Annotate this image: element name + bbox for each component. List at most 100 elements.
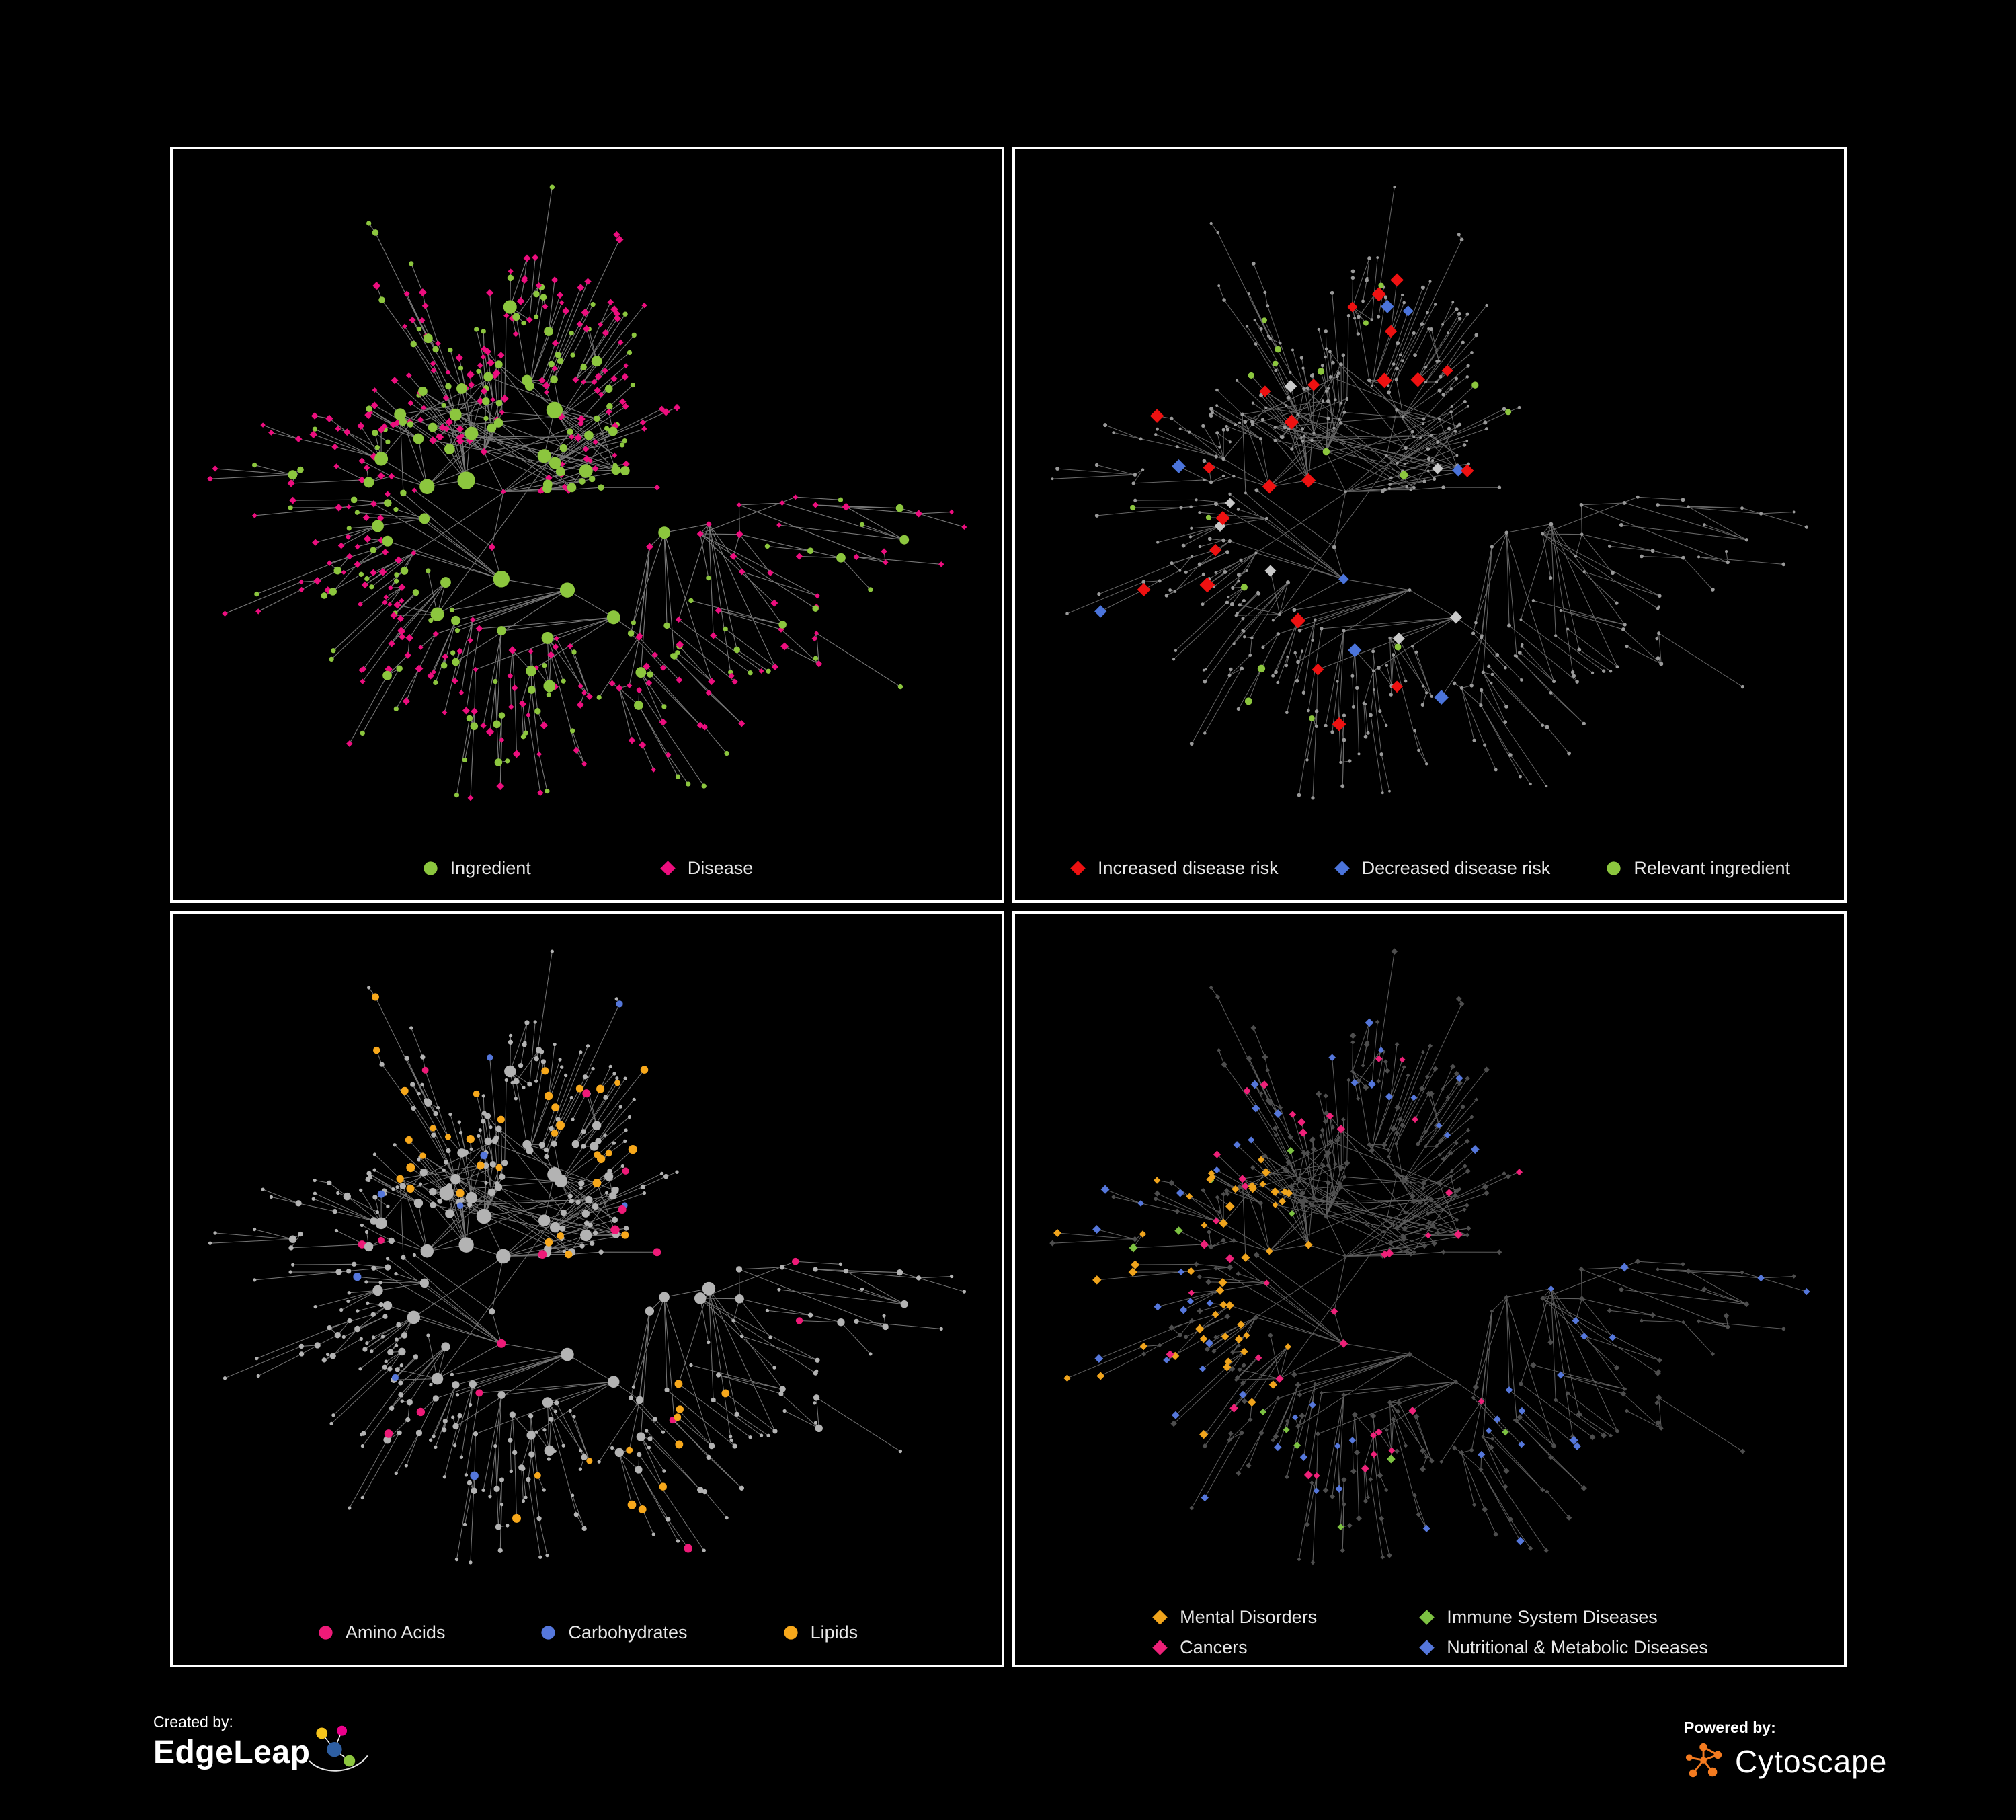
network-node xyxy=(1342,738,1346,742)
network-node xyxy=(1416,1512,1422,1517)
network-node xyxy=(378,296,385,303)
network-node xyxy=(1316,1091,1322,1097)
network-node xyxy=(555,467,565,477)
network-node xyxy=(581,308,590,317)
network-node xyxy=(1388,483,1392,486)
network-node xyxy=(1299,1128,1307,1138)
network-node xyxy=(639,419,646,426)
network-node xyxy=(440,662,448,669)
network-node xyxy=(1396,1400,1402,1407)
network-node xyxy=(473,1431,479,1437)
network-node xyxy=(1287,1146,1295,1155)
network-node xyxy=(1229,1403,1239,1413)
network-node xyxy=(1465,312,1469,316)
network-node xyxy=(1405,485,1409,489)
network-node xyxy=(1338,573,1349,585)
network-node xyxy=(291,1263,295,1267)
network-node xyxy=(508,646,517,654)
network-node xyxy=(415,664,424,673)
network-node xyxy=(505,758,510,764)
network-node xyxy=(375,1210,380,1214)
network-node xyxy=(1291,1414,1299,1421)
network-node xyxy=(1174,590,1177,593)
network-node xyxy=(1361,1063,1365,1068)
network-node xyxy=(1332,1162,1338,1167)
network-node xyxy=(1394,1104,1401,1111)
network-node xyxy=(580,364,587,370)
network-node xyxy=(1221,457,1225,461)
network-node xyxy=(1225,600,1229,605)
network-node xyxy=(1201,1493,1209,1502)
network-node xyxy=(430,1201,436,1208)
network-node xyxy=(1130,504,1136,511)
network-node xyxy=(1412,486,1416,489)
network-node xyxy=(1483,1066,1490,1073)
network-node xyxy=(622,311,628,317)
network-node xyxy=(1490,545,1494,549)
network-node xyxy=(1314,709,1319,713)
network-node xyxy=(577,415,586,424)
network-node xyxy=(401,1332,408,1339)
network-node xyxy=(1514,1418,1519,1423)
legend-item: Mental Disorders xyxy=(1151,1607,1317,1628)
network-node xyxy=(1703,523,1706,526)
network-node xyxy=(1429,434,1433,437)
network-node xyxy=(511,684,518,692)
network-node xyxy=(1418,1085,1425,1092)
network-node xyxy=(361,1431,366,1436)
network-node xyxy=(386,1204,390,1209)
network-node xyxy=(1291,1371,1297,1378)
network-node xyxy=(390,611,398,619)
network-node xyxy=(1579,503,1584,507)
network-node xyxy=(766,1433,770,1437)
network-node xyxy=(493,1485,500,1492)
network-node xyxy=(1408,588,1412,592)
network-node xyxy=(1656,606,1660,610)
network-node xyxy=(1199,1429,1209,1439)
network-node xyxy=(562,307,570,315)
network-node xyxy=(1549,522,1554,526)
network-node xyxy=(411,1105,416,1111)
network-node xyxy=(1333,398,1337,402)
network-node xyxy=(1227,674,1232,678)
network-node xyxy=(1279,342,1282,345)
network-node xyxy=(426,1333,430,1337)
network-node xyxy=(331,648,336,654)
network-node xyxy=(1469,684,1474,688)
network-node xyxy=(1236,1343,1241,1348)
network-node xyxy=(1455,1187,1460,1193)
network-node xyxy=(611,465,621,475)
network-node xyxy=(627,682,633,688)
network-node xyxy=(1300,436,1303,439)
network-node xyxy=(495,1524,502,1530)
network-node xyxy=(1318,1134,1324,1138)
network-node xyxy=(1424,762,1428,766)
network-node xyxy=(1545,785,1548,788)
network-node xyxy=(585,1195,593,1204)
network-node xyxy=(608,1064,612,1069)
legend-2: Amino Acids Carbohydrates Lipids xyxy=(173,1600,1002,1665)
network-node xyxy=(1356,332,1361,336)
network-node xyxy=(962,1290,967,1294)
network-node xyxy=(1309,1480,1314,1485)
network-node xyxy=(325,414,333,423)
network-node xyxy=(545,474,553,482)
network-node xyxy=(1324,389,1328,393)
panel-grid: Ingredient Disease Increased disease risk… xyxy=(170,147,1847,1667)
network-node xyxy=(397,627,406,635)
network-node xyxy=(399,633,406,641)
network-node xyxy=(766,668,771,674)
network-node xyxy=(618,1105,622,1109)
network-node xyxy=(1394,1042,1400,1047)
network-node xyxy=(419,513,430,524)
network-node xyxy=(653,1248,661,1257)
network-node xyxy=(1112,431,1115,434)
network-node xyxy=(327,1180,332,1186)
network-node xyxy=(341,569,347,576)
diamond-swatch-icon xyxy=(1419,1610,1435,1625)
network-node xyxy=(538,1214,551,1226)
network-node xyxy=(1299,356,1303,360)
network-node xyxy=(619,442,625,448)
network-node xyxy=(456,1189,465,1198)
